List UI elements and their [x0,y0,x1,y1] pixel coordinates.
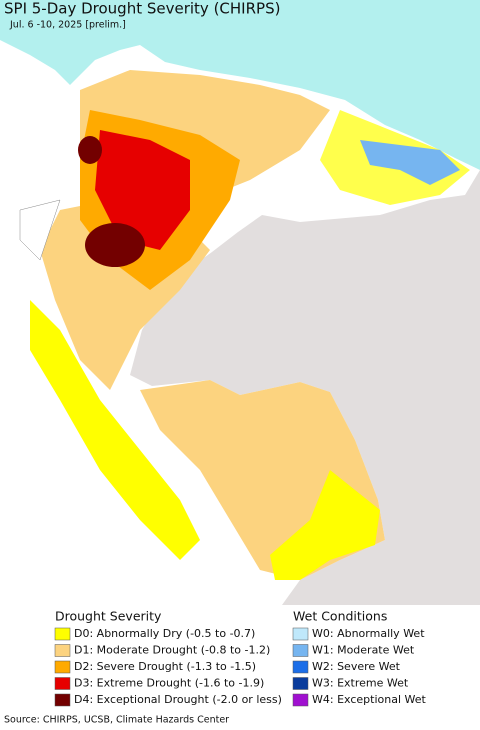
legend-title: Drought Severity [55,609,162,624]
legend-swatch [292,644,309,657]
legend-swatch [292,627,309,641]
map [0,0,480,605]
legend-label: W2: Severe Wet [312,660,401,673]
title: SPI 5-Day Drought Severity (CHIRPS) [4,0,280,18]
legend-swatch [54,627,71,641]
legend-label: D0: Abnormally Dry (-0.5 to -0.7) [74,627,255,640]
legend-label: W1: Moderate Wet [312,644,415,657]
exceptional-area [85,223,145,267]
legend-label: D1: Moderate Drought (-0.8 to -1.2) [74,644,270,657]
extreme-area [95,130,190,250]
source: Source: CHIRPS, UCSB, Climate Hazards Ce… [4,715,229,726]
outside-region [130,170,480,605]
legend-label: W0: Abnormally Wet [312,627,425,640]
dry-area [270,470,380,580]
legend-swatch [292,660,309,674]
dry-area [30,300,200,560]
ocean [0,0,480,170]
legend-label: W3: Extreme Wet [312,677,409,690]
legend-swatch [292,693,309,707]
legend-swatch [54,677,71,690]
legend-swatch [54,660,71,674]
legend-label: D3: Extreme Drought (-1.6 to -1.9) [74,677,264,690]
legend-swatch [54,693,71,707]
legend-title: Wet Conditions [293,609,387,624]
land [19,199,61,261]
wet-area [360,140,460,185]
legend-swatch [292,677,309,690]
exceptional-area [78,136,102,164]
legend-swatch [54,644,71,657]
legend-label: D2: Severe Drought (-1.3 to -1.5) [74,660,256,673]
legend-panel [0,605,480,730]
legend-label: W4: Exceptional Wet [312,693,427,706]
legend-label: D4: Exceptional Drought (-2.0 or less) [74,693,282,706]
subtitle: Jul. 6 -10, 2025 [prelim.] [9,20,126,31]
